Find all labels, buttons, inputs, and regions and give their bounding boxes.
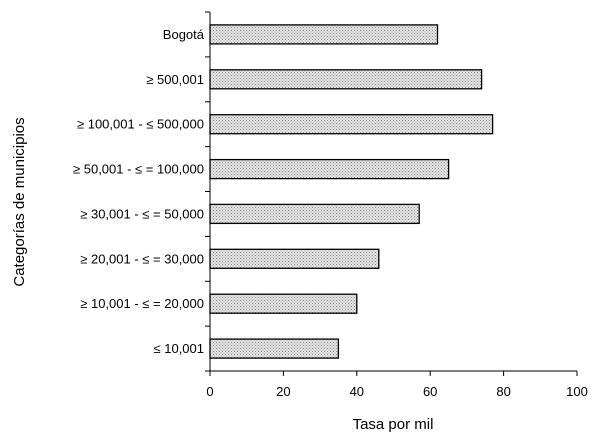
category-label-5: ≥ 20,001 - ≤ = 30,000 <box>80 251 204 266</box>
category-label-6: ≥ 10,001 - ≤ = 20,000 <box>80 296 204 311</box>
x-tick-label-3: 60 <box>423 384 437 399</box>
bar-2 <box>209 114 494 135</box>
bar-0 <box>209 24 439 45</box>
category-label-0: Bogotá <box>163 27 205 42</box>
x-tick-label-0: 0 <box>206 384 213 399</box>
bar-3 <box>209 158 450 180</box>
category-label-2: ≥ 100,001 - ≤ 500,000 <box>77 117 204 132</box>
category-label-1: ≥ 500,001 <box>146 72 204 87</box>
category-label-7: ≤ 10,001 <box>153 341 204 356</box>
x-axis-title: Tasa por mil <box>353 416 434 433</box>
bar-1 <box>209 69 483 90</box>
category-label-3: ≥ 50,001 - ≤ = 100,000 <box>73 162 204 177</box>
axes-layer <box>205 11 578 376</box>
x-tick-label-1: 20 <box>276 384 290 399</box>
labels-layer: Bogotá ≥ 500,001 ≥ 100,001 - ≤ 500,000 ≥ 50… <box>73 27 588 399</box>
bar-6 <box>209 293 358 314</box>
bars-layer <box>209 24 494 359</box>
x-tick-label-2: 40 <box>350 384 364 399</box>
category-label-4: ≥ 30,001 - ≤ = 50,000 <box>80 206 204 221</box>
x-tick-label-4: 80 <box>496 384 510 399</box>
bar-4 <box>209 203 420 225</box>
bar-7 <box>209 338 340 359</box>
bar-5 <box>209 248 380 269</box>
y-axis-title: Categorías de municipios <box>11 117 28 286</box>
x-tick-label-5: 100 <box>566 384 588 399</box>
